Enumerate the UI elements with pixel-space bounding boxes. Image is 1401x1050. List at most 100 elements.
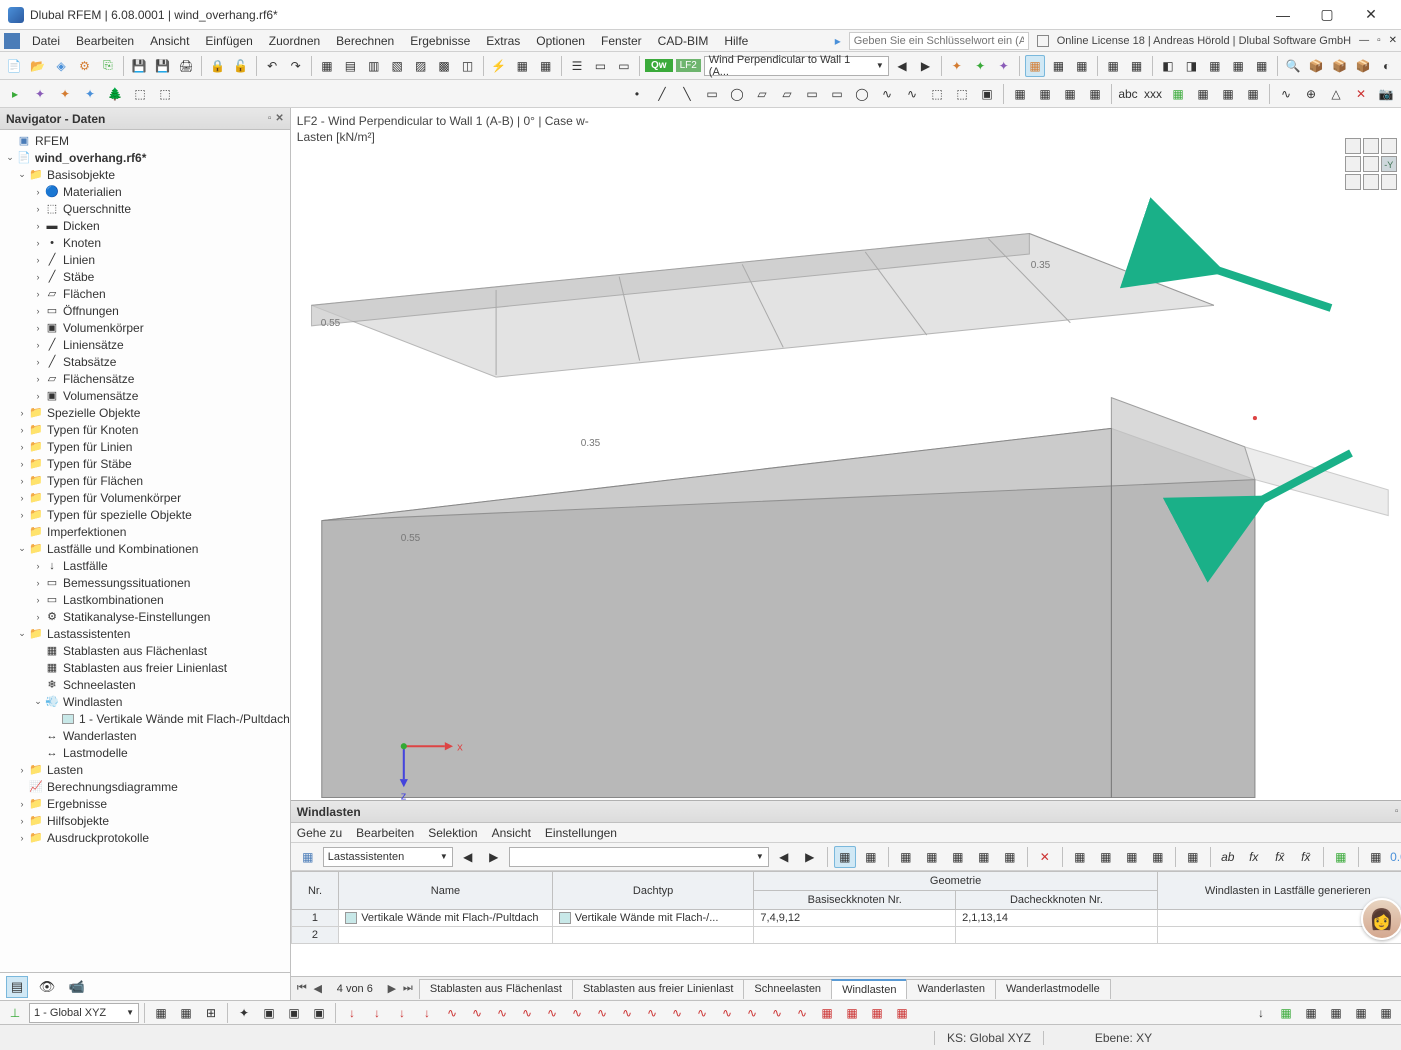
sb-af[interactable]: ↓	[1250, 1002, 1272, 1024]
pt-p[interactable]: ab	[1217, 846, 1239, 868]
saveall-icon[interactable]: 💾	[152, 55, 172, 77]
t2-ae[interactable]: ▦	[1192, 83, 1214, 105]
col-generieren[interactable]: Windlasten in Lastfälle generieren	[1157, 872, 1401, 910]
sb-p[interactable]: ∿	[516, 1002, 538, 1024]
pt-s[interactable]: fx̄	[1295, 846, 1317, 868]
tabs-prev[interactable]: ◀	[311, 982, 325, 995]
sb-j[interactable]: ↓	[366, 1002, 388, 1024]
tree-node[interactable]: ›╱Stabsätze	[0, 353, 290, 370]
pt-f[interactable]: ▦	[895, 846, 917, 868]
t2-g[interactable]: ⬚	[154, 83, 176, 105]
t2-h[interactable]: •	[626, 83, 648, 105]
t2-n[interactable]: ▱	[776, 83, 798, 105]
tree-node[interactable]: ⌄💨Windlasten	[0, 693, 290, 710]
t2-m[interactable]: ▱	[751, 83, 773, 105]
sb-aa[interactable]: ∿	[791, 1002, 813, 1024]
tree-node[interactable]: ›📁Typen für Stäbe	[0, 455, 290, 472]
sb-ah[interactable]: ▦	[1300, 1002, 1322, 1024]
menu-datei[interactable]: Datei	[24, 32, 68, 50]
t2-t[interactable]: ⬚	[926, 83, 948, 105]
sb-k[interactable]: ↓	[391, 1002, 413, 1024]
t2-ak[interactable]: ✕	[1350, 83, 1372, 105]
tree-node[interactable]: ›📁Typen für Volumenkörper	[0, 489, 290, 506]
tree-node[interactable]: ›📁Ausdruckprotokolle	[0, 829, 290, 846]
t2-ad[interactable]: ▦	[1167, 83, 1189, 105]
tabs-next[interactable]: ▶	[385, 982, 399, 995]
tree-node[interactable]: 📁Imperfektionen	[0, 523, 290, 540]
pt-b[interactable]: ◀	[773, 846, 795, 868]
save-icon[interactable]: 💾	[129, 55, 149, 77]
col-geometrie[interactable]: Geometrie	[754, 872, 1157, 891]
tb-view1[interactable]: ▦	[1025, 55, 1045, 77]
tree-node[interactable]: 📈Berechnungsdiagramme	[0, 778, 290, 795]
col-basiseck[interactable]: Basiseckknoten Nr.	[754, 891, 956, 910]
sb-ac[interactable]: ▦	[841, 1002, 863, 1024]
pt-d[interactable]: ▦	[834, 846, 856, 868]
pt-h[interactable]: ▦	[947, 846, 969, 868]
tree-node[interactable]: ›📁Ergebnisse	[0, 795, 290, 812]
pt-n[interactable]: ▦	[1147, 846, 1169, 868]
panel-tab[interactable]: Stablasten aus freier Linienlast	[572, 979, 744, 999]
tree-node[interactable]: ›•Knoten	[0, 234, 290, 251]
sb-r[interactable]: ∿	[566, 1002, 588, 1024]
tb-g[interactable]: ◫	[457, 55, 477, 77]
panel-tab[interactable]: Stablasten aus Flächenlast	[419, 979, 573, 999]
pt-m[interactable]: ▦	[1121, 846, 1143, 868]
sb-x[interactable]: ∿	[716, 1002, 738, 1024]
tb-y[interactable]: 📦	[1306, 55, 1326, 77]
t2-af[interactable]: ▦	[1217, 83, 1239, 105]
panel-menu-einstellungen[interactable]: Einstellungen	[545, 826, 617, 840]
tree-node[interactable]: ›⚙Statikanalyse-Einstellungen	[0, 608, 290, 625]
tree-node[interactable]: ›📁Typen für Knoten	[0, 421, 290, 438]
tree-node[interactable]: ▦Stablasten aus Flächenlast	[0, 642, 290, 659]
sb-l[interactable]: ↓	[416, 1002, 438, 1024]
tb-w[interactable]: ▦	[1251, 55, 1271, 77]
pt-i[interactable]: ▦	[973, 846, 995, 868]
tb-t[interactable]: ◨	[1181, 55, 1201, 77]
pt-q[interactable]: fx	[1243, 846, 1265, 868]
minimize-button[interactable]: —	[1261, 0, 1305, 30]
coord-dropdown[interactable]: 1 - Global XYZ▼	[29, 1003, 139, 1023]
pt-r[interactable]: fx̄	[1269, 846, 1291, 868]
tree-node[interactable]: ›▱Flächen	[0, 285, 290, 302]
tree-node[interactable]: ›📁Spezielle Objekte	[0, 404, 290, 421]
tb-ab[interactable]: ◐	[1376, 55, 1396, 77]
tree-node[interactable]: ❄Schneelasten	[0, 676, 290, 693]
pt-prev[interactable]: ◀	[457, 846, 479, 868]
panel-dropdown[interactable]: Lastassistenten▼	[323, 847, 453, 867]
sb-a[interactable]: ⊥	[4, 1002, 26, 1024]
panel-menu-bearbeiten[interactable]: Bearbeiten	[356, 826, 414, 840]
tree-node[interactable]: ›▭Öffnungen	[0, 302, 290, 319]
tree-node[interactable]: ›📁Typen für spezielle Objekte	[0, 506, 290, 523]
t2-p[interactable]: ▭	[826, 83, 848, 105]
lock-icon[interactable]: 🔒	[207, 55, 227, 77]
tree-node[interactable]: ▣RFEM	[0, 132, 290, 149]
sb-ad[interactable]: ▦	[866, 1002, 888, 1024]
nav-tab-camera[interactable]: 📹	[66, 976, 88, 998]
t2-z[interactable]: ▦	[1084, 83, 1106, 105]
tb-x[interactable]: 🔍	[1283, 55, 1303, 77]
tree-node[interactable]: ›╱Stäbe	[0, 268, 290, 285]
nav-close-icon[interactable]: ✕	[275, 113, 283, 124]
sb-q[interactable]: ∿	[541, 1002, 563, 1024]
tb-l[interactable]: ▭	[590, 55, 610, 77]
tb-q[interactable]: ▦	[1103, 55, 1123, 77]
copy-icon[interactable]: ⎘	[98, 55, 118, 77]
sb-o[interactable]: ∿	[491, 1002, 513, 1024]
sb-ak[interactable]: ▦	[1375, 1002, 1397, 1024]
pt-u[interactable]: ▦	[1365, 846, 1387, 868]
table-row[interactable]: 1 Vertikale Wände mit Flach-/Pultdach Ve…	[291, 910, 1401, 927]
panel-menu-selektion[interactable]: Selektion	[428, 826, 477, 840]
t2-ag[interactable]: ▦	[1242, 83, 1264, 105]
panel-tab[interactable]: Wanderlastmodelle	[995, 979, 1111, 999]
sb-u[interactable]: ∿	[641, 1002, 663, 1024]
t2-k[interactable]: ▭	[701, 83, 723, 105]
t2-o[interactable]: ▭	[801, 83, 823, 105]
sb-h[interactable]: ▣	[308, 1002, 330, 1024]
maximize-button[interactable]: ▢	[1305, 0, 1349, 30]
sb-m[interactable]: ∿	[441, 1002, 463, 1024]
menu-einfügen[interactable]: Einfügen	[197, 32, 260, 50]
t2-al[interactable]: 📷	[1375, 83, 1397, 105]
tb-e[interactable]: ▨	[410, 55, 430, 77]
pt-a[interactable]: ▦	[297, 846, 319, 868]
